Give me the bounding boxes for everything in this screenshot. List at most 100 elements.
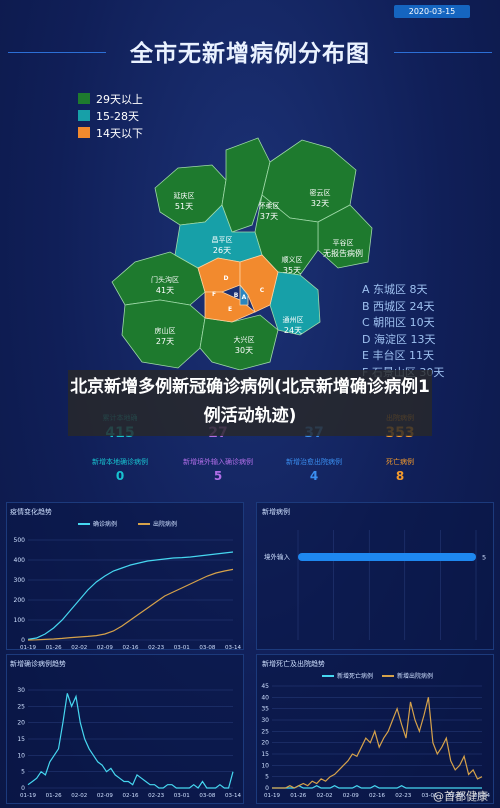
y-tick-label: 200 [14, 597, 26, 604]
y-tick-label: 25 [17, 703, 25, 710]
series-line [272, 785, 482, 789]
legend-item: 29天以上 [78, 91, 143, 106]
stat-value: 8 [395, 469, 405, 483]
map-letter: F [212, 291, 216, 298]
map-letter: E [228, 306, 232, 313]
x-tick-label: 02-23 [148, 793, 164, 799]
district-list-item: A 东城区 8天 [362, 283, 428, 296]
chart-panel-new [256, 502, 494, 650]
legend-label: 确诊病例 [93, 520, 117, 528]
x-tick-label: 01-26 [46, 793, 62, 799]
district-dongcheng [239, 283, 249, 306]
series-line [27, 693, 234, 789]
y-tick-label: 20 [261, 740, 269, 747]
map-district-name: 门头沟区 [151, 275, 179, 284]
stat-label: 新增境外输入确诊病例 [183, 458, 253, 466]
stat-label: 死亡病例 [386, 458, 414, 466]
legend-swatch [78, 93, 90, 104]
map-legend: 29天以上 15-28天 14天以下 [78, 91, 143, 142]
map-district-name: 怀柔区 [259, 201, 280, 210]
map-district-days: 51天 [175, 202, 193, 211]
y-tick-label: 15 [17, 736, 25, 743]
y-tick-label: 10 [17, 752, 25, 759]
chart-title: 疫情变化趋势 [10, 507, 52, 516]
x-tick-label: 01-19 [20, 793, 36, 799]
bar [298, 553, 476, 561]
map-district-days: 27天 [156, 337, 174, 346]
y-tick-label: 30 [17, 687, 25, 694]
district-list-item: E 丰台区 11天 [362, 349, 434, 362]
x-tick-label: 03-14 [474, 793, 490, 799]
x-tick-label: 02-09 [97, 793, 113, 799]
y-tick-label: 0 [21, 785, 25, 792]
x-tick-label: 03-01 [422, 793, 438, 799]
legend-label: 新增出院病例 [397, 672, 433, 680]
chart-title: 新增确诊病例趋势 [10, 659, 66, 668]
y-tick-label: 5 [265, 774, 269, 781]
y-tick-label: 0 [265, 785, 269, 792]
y-tick-label: 35 [261, 706, 269, 713]
bar-value-label: 5 [482, 554, 486, 562]
x-tick-label: 02-23 [148, 645, 164, 651]
y-tick-label: 15 [261, 751, 269, 758]
bar-category-label: 境外输入 [264, 552, 291, 561]
map-district-days: 24天 [284, 326, 302, 335]
x-tick-label: 03-08 [199, 645, 215, 651]
map-district-days: 41天 [156, 286, 174, 295]
stat-value: 0 [115, 469, 125, 483]
title-divider-right [394, 52, 492, 53]
legend-label: 14天以下 [96, 126, 143, 140]
y-tick-label: 25 [261, 728, 269, 735]
x-tick-label: 03-01 [174, 793, 190, 799]
y-tick-label: 0 [21, 637, 25, 644]
stat-label: 新增治愈出院病例 [286, 458, 342, 466]
legend-swatch [78, 127, 90, 138]
x-tick-label: 01-26 [290, 793, 306, 799]
chart-title: 新增死亡及出院趋势 [262, 659, 325, 668]
y-tick-label: 10 [261, 762, 269, 769]
watermark: @首都健康 [433, 790, 488, 803]
chart-panel-death-discharge [256, 654, 494, 804]
map-district-days: 32天 [311, 199, 329, 208]
stat-label: 新增本地确诊病例 [92, 458, 148, 466]
map-district-name: 房山区 [155, 326, 176, 335]
x-tick-label: 02-02 [71, 645, 87, 651]
legend-label: 15-28天 [96, 109, 139, 123]
page-title: 全市无新增病例分布图 [130, 41, 370, 67]
map-letter: C [260, 287, 265, 294]
district-huairou [221, 137, 271, 233]
x-tick-label: 02-09 [343, 793, 359, 799]
map-district-days: 无报告病例 [323, 248, 363, 258]
y-tick-label: 5 [21, 769, 25, 776]
legend-label: 新增死亡病例 [337, 672, 373, 680]
map-district-name: 大兴区 [234, 335, 255, 344]
district-fengtai [204, 291, 256, 323]
y-tick-label: 20 [17, 720, 25, 727]
y-tick-label: 30 [261, 717, 269, 724]
x-tick-label: 03-01 [174, 645, 190, 651]
legend-swatch [78, 110, 90, 121]
x-tick-label: 01-19 [264, 793, 280, 799]
x-tick-label: 03-08 [448, 793, 464, 799]
map-district-name: 通州区 [283, 315, 304, 324]
chart-title: 新增病例 [262, 507, 290, 516]
x-tick-label: 02-16 [123, 645, 139, 651]
map-district-name: 顺义区 [282, 256, 303, 264]
legend-label: 出院病例 [153, 520, 177, 528]
chart-panel-daily [6, 654, 244, 804]
series-line [27, 551, 234, 640]
map-letter: A [242, 294, 247, 301]
title-divider-left [8, 52, 106, 53]
chart-panel-trend [6, 502, 244, 650]
map-letter: B [234, 292, 239, 299]
x-tick-label: 02-02 [71, 793, 87, 799]
map-district-days: 30天 [235, 346, 253, 355]
map-district-days: 35天 [283, 266, 301, 275]
date-badge: 2020-03-15 [394, 5, 470, 18]
x-tick-label: 01-26 [46, 645, 62, 651]
legend-item: 14天以下 [78, 125, 143, 140]
y-tick-label: 300 [14, 577, 26, 584]
headline-overlay-bg [68, 370, 432, 436]
